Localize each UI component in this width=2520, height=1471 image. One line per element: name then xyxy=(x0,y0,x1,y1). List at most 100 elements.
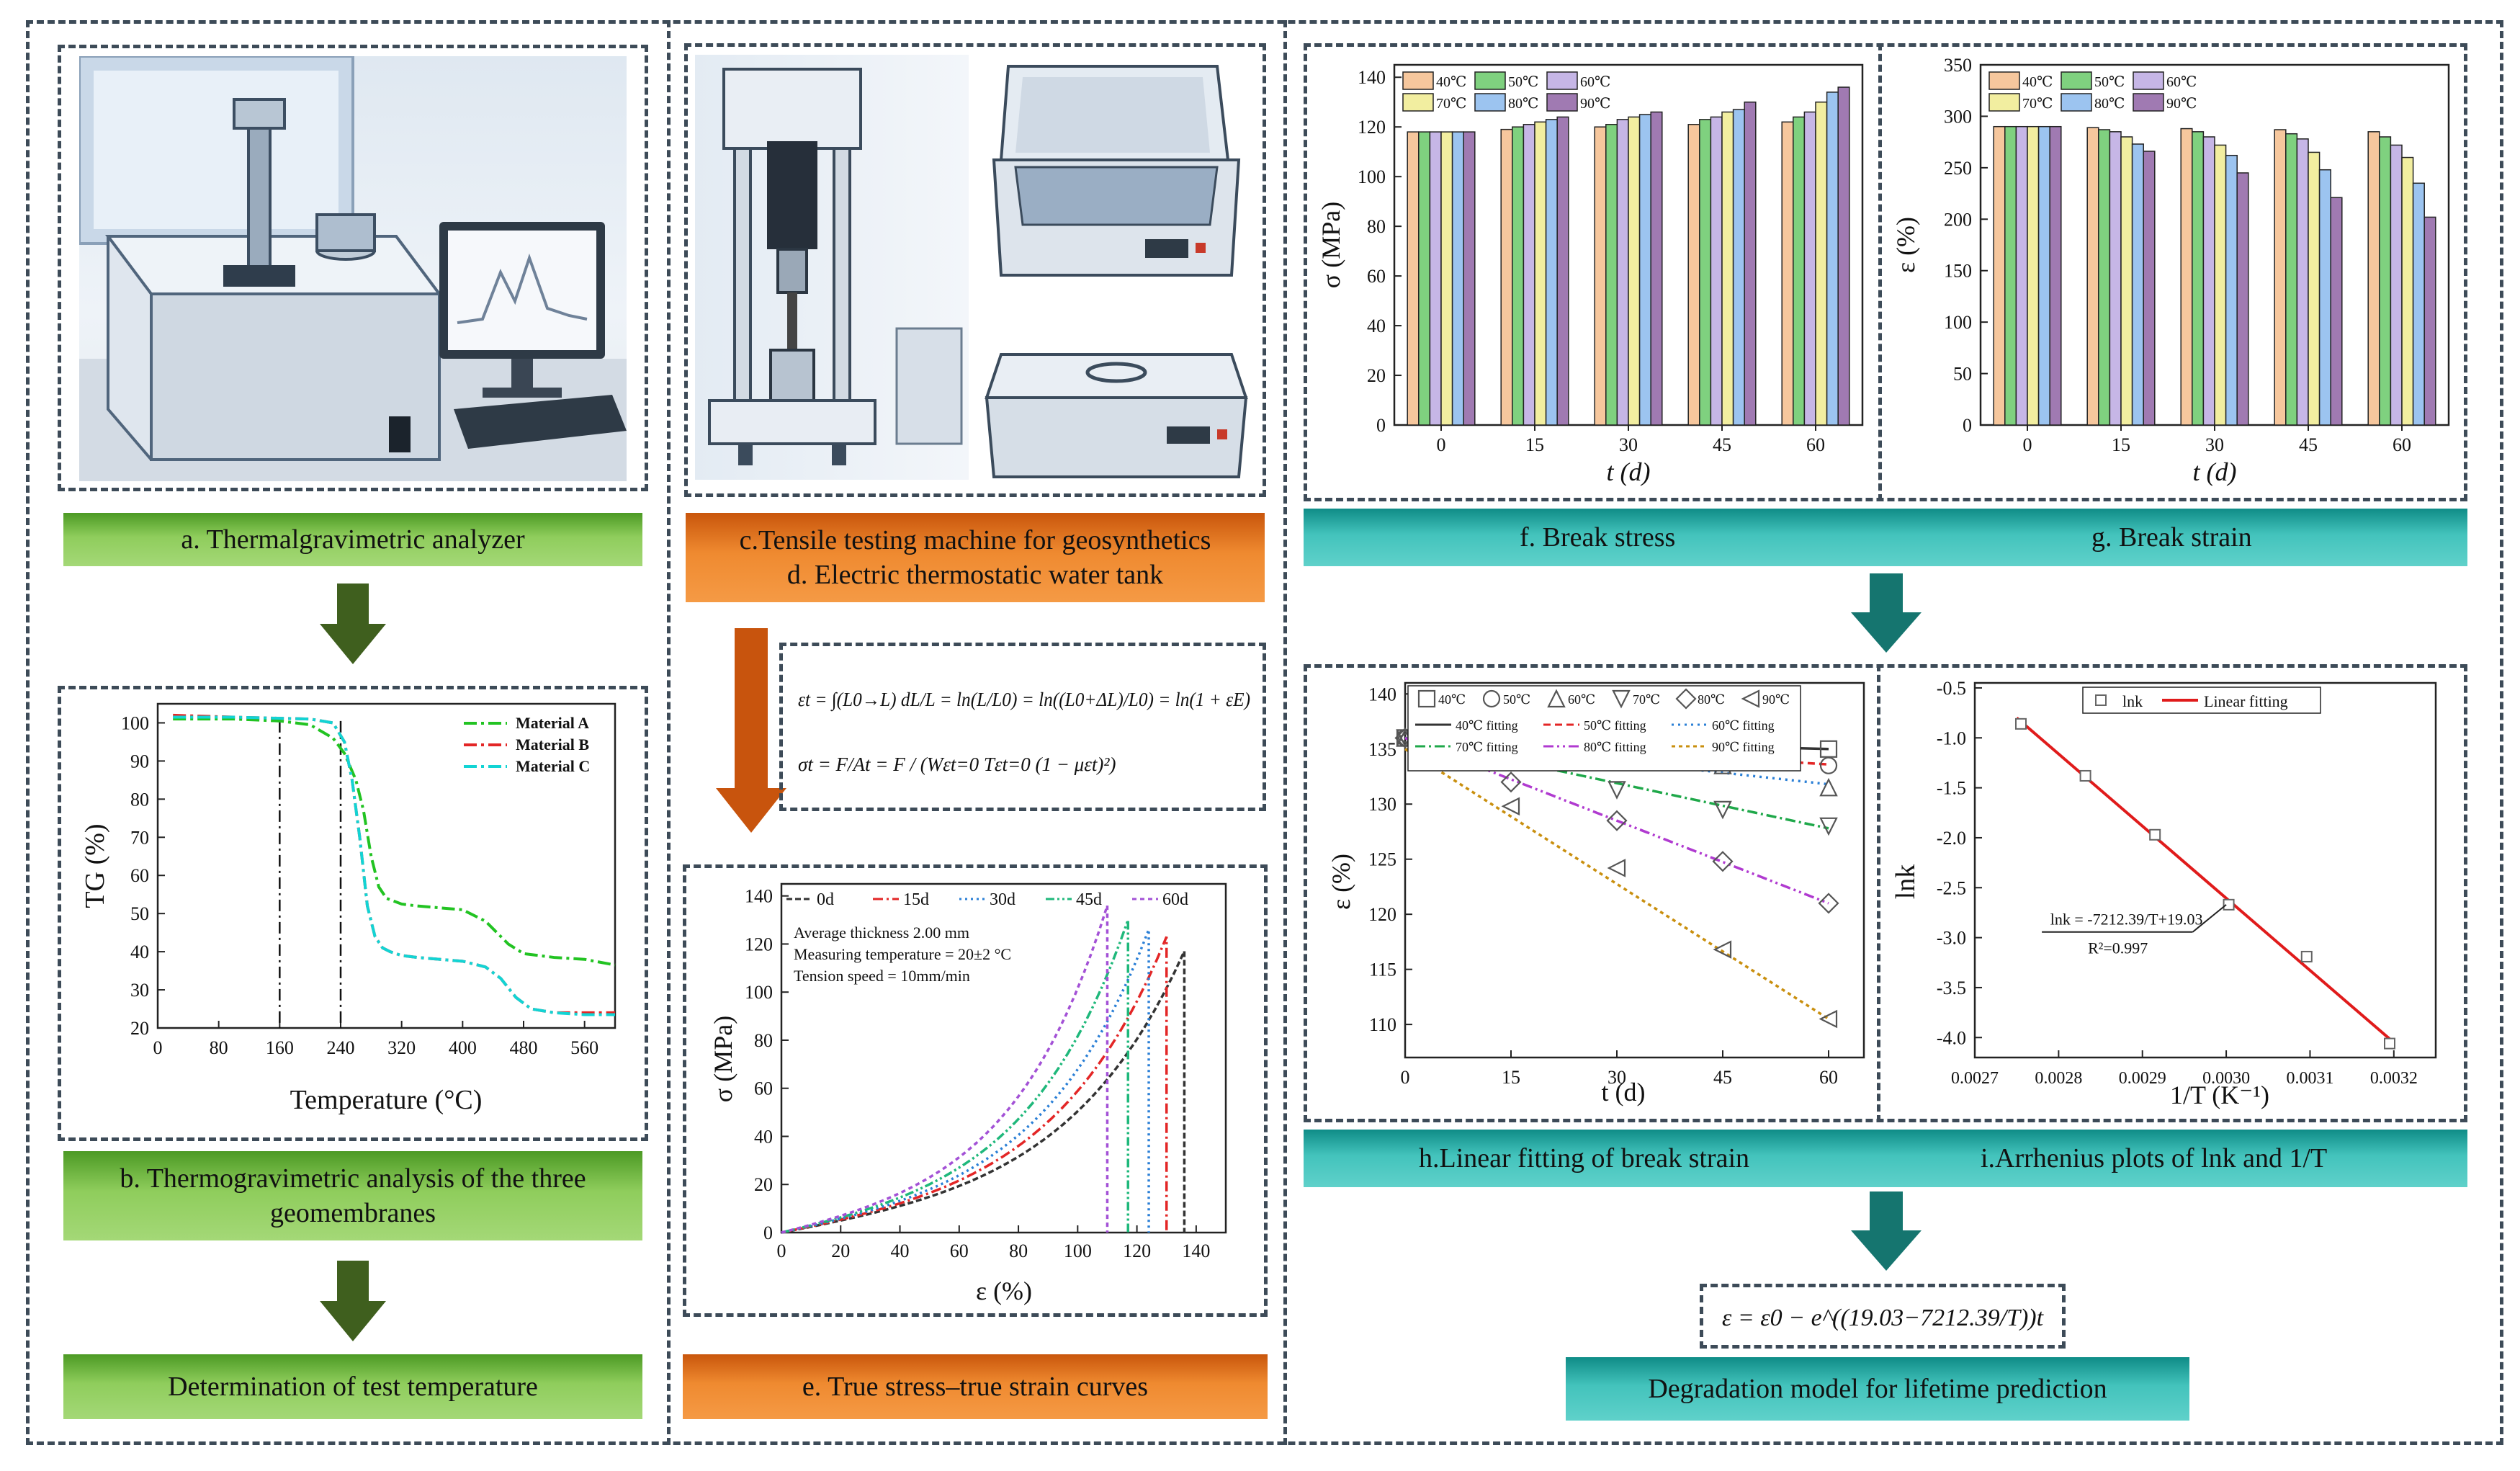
arr-ylabel: lnk xyxy=(1891,864,1921,900)
stress-bar xyxy=(1744,101,1757,426)
stress-legend-swatch xyxy=(1546,71,1578,90)
stress-legend-label: 70℃ xyxy=(1436,96,1466,112)
label-i: i.Arrhenius plots of lnk and 1/T xyxy=(1981,1143,2328,1173)
arr-ytick-label: -2.5 xyxy=(1937,877,1966,898)
arrow-b-to-temp xyxy=(320,1261,386,1341)
lin-ytick-label: 130 xyxy=(1368,794,1396,815)
strain-bar xyxy=(2401,156,2414,426)
strain-bar xyxy=(2236,172,2249,426)
ss-note: Tension speed = 10mm/min xyxy=(794,967,970,985)
ss-series-line xyxy=(781,929,1150,1234)
model-equation-text: ε = ε0 − e^((19.03−7212.39/T))t xyxy=(1722,1305,2045,1331)
lin-marker xyxy=(1607,781,1626,800)
stress-bar xyxy=(1500,128,1513,426)
strain-bar xyxy=(2027,125,2040,426)
stress-bar xyxy=(1687,124,1700,426)
arrhenius-chart: 0.0027 0.0028 0.0029 0.0030 0.0031 0.0032 -0.5… xyxy=(1891,678,2437,1109)
label-e: e. True stress–true strain curves xyxy=(683,1354,1268,1419)
strain-bar xyxy=(2015,125,2028,426)
tg-ytick-label: 70 xyxy=(130,827,149,848)
stress-ytick-label: 60 xyxy=(1367,266,1386,287)
arr-point xyxy=(2300,950,2313,962)
strain-bar xyxy=(2086,127,2099,426)
stress-bar xyxy=(1803,111,1816,426)
arr-xtick-label: 0.0029 xyxy=(2119,1069,2166,1088)
ss-legend-label: 60d xyxy=(1162,890,1188,909)
tg-ytick-label: 20 xyxy=(130,1018,149,1039)
strain-ytick-label: 300 xyxy=(1944,106,1972,127)
stress-bar xyxy=(1523,124,1535,426)
stress-legend-swatch xyxy=(1402,71,1434,90)
strain-bar xyxy=(2049,125,2062,426)
stress-bar xyxy=(1781,121,1794,426)
stress-ylabel: σ (MPa) xyxy=(1317,202,1345,288)
stress-ytick-label: 40 xyxy=(1367,316,1386,336)
ss-xtick-label: 140 xyxy=(1182,1240,1210,1261)
stress-bar xyxy=(1650,111,1663,426)
strain-xtick-label: 60 xyxy=(2393,434,2411,455)
strain-bar xyxy=(2390,144,2403,426)
tg-ylabel: TG (%) xyxy=(80,823,110,908)
panel-hi-frame xyxy=(1304,664,2467,1122)
lin-marker xyxy=(1819,756,1838,774)
stress-bar xyxy=(1710,116,1723,426)
lin-marker xyxy=(1741,689,1760,708)
strain-bar xyxy=(2037,125,2050,426)
label-test-temperature: Determination of test temperature xyxy=(63,1354,642,1419)
lin-legend-fit-label: 70℃ fitting xyxy=(1456,740,1518,754)
label-g: g. Break strain xyxy=(2091,522,2252,553)
tg-ytick-label: 60 xyxy=(130,865,149,886)
arr-ytick-label: -1.0 xyxy=(1937,728,1966,748)
equations: εt = ∫(L0→L) dL/L = ln(L/L0) = ln((L0+ΔL… xyxy=(798,689,1250,775)
lin-marker xyxy=(1606,810,1628,831)
lin-marker xyxy=(1818,893,1839,914)
ss-ytick-label: 80 xyxy=(754,1030,773,1051)
lin-xtick-label: 60 xyxy=(1819,1067,1838,1088)
tg-xtick-label: 80 xyxy=(210,1037,228,1058)
lin-marker xyxy=(1417,689,1436,708)
lin-legend-box xyxy=(1407,685,1801,772)
lin-xtick-label: 0 xyxy=(1401,1067,1410,1088)
lin-legend-label: 90℃ xyxy=(1762,692,1790,707)
tg-ytick-label: 50 xyxy=(130,903,149,924)
stress-ytick-label: 0 xyxy=(1376,415,1386,436)
stress-bar xyxy=(1616,119,1629,426)
lin-ylabel: ε (%) xyxy=(1327,854,1355,910)
lin-fit-line xyxy=(1404,748,1829,1020)
tg-series-line xyxy=(173,715,615,1016)
ss-ytick-label: 120 xyxy=(745,934,773,954)
strain-bar xyxy=(1993,125,2006,426)
strain-bar xyxy=(2098,129,2111,426)
ss-legend-label: 15d xyxy=(903,890,929,909)
lin-xtick-label: 30 xyxy=(1607,1067,1626,1088)
lin-legend-label: 70℃ xyxy=(1633,692,1660,707)
ss-xlabel: ε (%) xyxy=(976,1276,1032,1305)
ss-series-line xyxy=(781,936,1168,1234)
strain-bar xyxy=(2202,136,2215,426)
tg-xtick-label: 400 xyxy=(449,1037,477,1058)
strain-bar xyxy=(2379,136,2392,426)
stress-legend-label: 90℃ xyxy=(1580,96,1610,112)
tg-xtick-label: 320 xyxy=(387,1037,416,1058)
arr-ytick-label: -2.0 xyxy=(1937,828,1966,849)
stress-legend-swatch xyxy=(1474,93,1506,112)
stress-bar xyxy=(1605,124,1618,426)
strain-ylabel: ε (%) xyxy=(1891,217,1920,273)
break-stress-chart: 0 20 40 60 80 100 120 140 0 15 30 45 60 40℃ 50℃ 60℃ 70℃ 8… xyxy=(1317,63,1864,486)
panel-a-frame xyxy=(58,45,648,491)
strain-bar xyxy=(2180,128,2193,426)
tg-xtick-label: 0 xyxy=(153,1037,163,1058)
stress-xtick-label: 60 xyxy=(1806,434,1825,455)
lin-legend-label: 50℃ xyxy=(1503,692,1530,707)
stress-xtick-label: 15 xyxy=(1525,434,1544,455)
lin-ytick-label: 115 xyxy=(1369,960,1396,980)
ss-xtick-label: 0 xyxy=(777,1240,786,1261)
lin-marker xyxy=(1819,817,1838,836)
ss-series-line xyxy=(781,905,1109,1234)
tg-xlabel: Temperature (°C) xyxy=(290,1085,483,1115)
label-d: d. Electric thermostatic water tank xyxy=(786,560,1164,590)
stress-legend-label: 50℃ xyxy=(1508,74,1538,90)
stress-bar xyxy=(1534,121,1547,426)
strain-ytick-label: 200 xyxy=(1944,209,1972,230)
lin-marker xyxy=(1713,800,1732,820)
